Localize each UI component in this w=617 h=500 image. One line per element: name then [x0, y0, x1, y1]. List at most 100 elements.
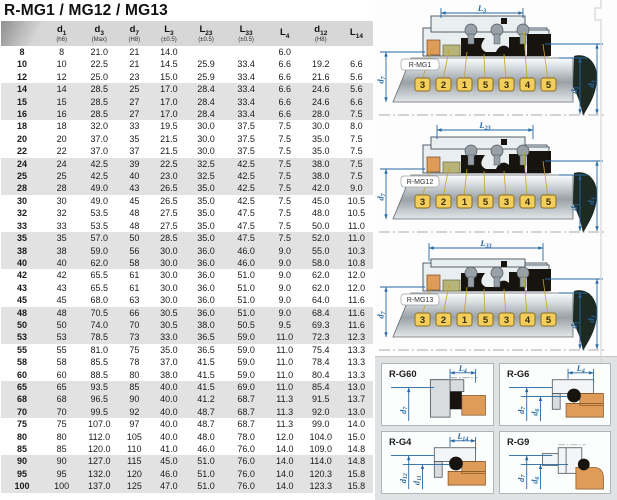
table-cell: 39	[118, 157, 151, 171]
table-cell: 127.0	[80, 455, 119, 468]
table-row: 43 43 65.5 61 30.0 36.0 51.0 9.0 62.0 12.0	[1, 282, 373, 294]
table-row: 90 90 127.0 115 45.0 51.0 76.0 14.0 114.0 14.8	[1, 455, 373, 468]
table-row: 28 28 49.0 43 26.5 35.0 42.5 7.5 42.0 9.0	[1, 182, 373, 195]
table-cell: 13.3	[347, 369, 366, 380]
table-cell: 55	[56, 344, 67, 355]
table-cell: 107.0	[87, 419, 111, 430]
table-cell: 5.6	[350, 71, 363, 82]
table-cell: 46.0	[150, 467, 188, 481]
table-cell: 48.7	[187, 405, 225, 419]
table-cell: 6.0	[278, 47, 291, 57]
dim-label-d7: d7	[377, 75, 387, 83]
table-cell: 85.5	[90, 357, 109, 368]
table-cell: 53	[1, 331, 44, 344]
table-cell: 33.4	[237, 59, 255, 70]
table-cell: 12.3	[339, 331, 373, 344]
table-cell: 30.0	[197, 121, 215, 132]
table-cell: 80	[17, 431, 28, 442]
table-cell: 16	[43, 108, 81, 121]
table-cell: 90	[43, 455, 81, 468]
dim-label-L23: L23	[478, 121, 490, 132]
table-cell: 10	[17, 59, 28, 70]
spec-table: d1 (h6) d3 (Max) d7 (H8) L3 (±0.5) L23 (±0.5) L33(…	[1, 21, 373, 493]
table-cell: 37	[129, 146, 140, 157]
table-cell: 59.0	[80, 244, 119, 257]
table-cell: 28.5	[80, 95, 119, 109]
table-cell: 14	[43, 83, 81, 96]
table-cell: 41.2	[187, 393, 225, 406]
part-balloon	[477, 194, 494, 209]
detail-card-label: R-G60	[389, 369, 416, 379]
table-cell: 24	[1, 157, 44, 171]
table-cell: 92.0	[301, 405, 340, 419]
table-cell: 28.0	[301, 108, 340, 121]
table-cell: 65.5	[90, 270, 109, 281]
table-cell: 48	[129, 220, 140, 231]
header-row: d1 (h6) d3 (Max) d7 (H8) L3 (±0.5) L23 (±0.5) L33(…	[1, 21, 373, 46]
table-cell: 22	[56, 146, 67, 157]
table-cell: 15.8	[339, 480, 373, 493]
table-cell: 80	[56, 431, 67, 442]
table-cell: 76.0	[224, 480, 268, 493]
table-cell: 70	[1, 405, 44, 419]
table-cell: 14.8	[339, 455, 373, 468]
dim-label-L33: L33	[479, 239, 491, 250]
part-balloon	[456, 77, 473, 92]
table-cell: 38.0	[160, 369, 178, 380]
part-balloon-number: 5	[483, 80, 489, 91]
table-cell: 80.4	[312, 369, 330, 380]
table-cell: 48	[1, 306, 44, 319]
table-cell: 11.0	[347, 220, 365, 231]
table-cell: 120.0	[87, 444, 111, 454]
model-label: R-MG13	[407, 297, 434, 304]
part-balloon	[540, 77, 557, 92]
table-cell: 57.0	[80, 232, 119, 245]
table-cell: 5.6	[339, 83, 373, 96]
table-cell: 49.0	[90, 195, 109, 206]
dim-label-L14: L14	[456, 432, 468, 442]
table-cell: 46.0	[197, 444, 215, 454]
table-cell: 11.0	[267, 331, 302, 344]
table-cell: 70	[118, 318, 151, 332]
detail-card-r-g4: L14 d12 d11 R-G4	[381, 431, 494, 494]
table-cell: 50	[1, 318, 44, 332]
table-cell: 9.0	[267, 256, 302, 270]
part-balloon-number: 4	[525, 197, 531, 208]
table-cell: 11.0	[267, 380, 302, 394]
table-cell: 65	[43, 380, 81, 394]
table-cell: 13.0	[339, 405, 373, 419]
table-cell: 95	[1, 467, 44, 481]
detail-panel: L4 d7 R-G60 L4 d7 d6 R-G6 L14 d12 d11 R-G4 d7 d6 R-G9	[375, 356, 617, 500]
part-balloon-number: 3	[504, 80, 509, 91]
table-row: 12 12 25.0 23 15.0 25.9 33.4 6.6 21.6 5.6	[1, 71, 373, 83]
table-cell: 88.5	[90, 369, 109, 380]
part-balloon	[540, 312, 557, 327]
table-cell: 13.0	[339, 380, 373, 394]
dim-label-d6: d6	[530, 409, 540, 416]
table-cell: 21.5	[160, 133, 178, 144]
table-cell: 55.0	[301, 244, 340, 257]
table-cell: 110	[127, 444, 142, 454]
table-cell: 7.5	[267, 182, 302, 195]
table-cell: 33.4	[224, 95, 268, 109]
table-cell: 47.5	[237, 208, 255, 219]
table-cell: 33	[17, 220, 28, 231]
table-cell: 12.0	[347, 282, 366, 293]
table-cell: 76.0	[237, 444, 255, 454]
table-cell: 53.5	[90, 220, 109, 231]
detail-card-r-g6: L4 d7 d6 R-G6	[498, 363, 611, 426]
table-cell: 123.3	[301, 480, 340, 493]
table-cell: 35.0	[197, 220, 215, 231]
table-cell: 41.5	[197, 357, 215, 368]
table-cell: 93.5	[80, 380, 119, 394]
table-cell: 75	[17, 419, 28, 430]
table-cell: 40.0	[150, 393, 188, 406]
table-cell: 59.0	[237, 344, 255, 355]
table-cell: 10.3	[339, 244, 373, 257]
column-header-d7: d7 (H8)	[118, 21, 151, 46]
part-balloon	[456, 194, 473, 209]
table-cell: 132.0	[80, 467, 119, 481]
table-cell: 14	[1, 83, 44, 96]
